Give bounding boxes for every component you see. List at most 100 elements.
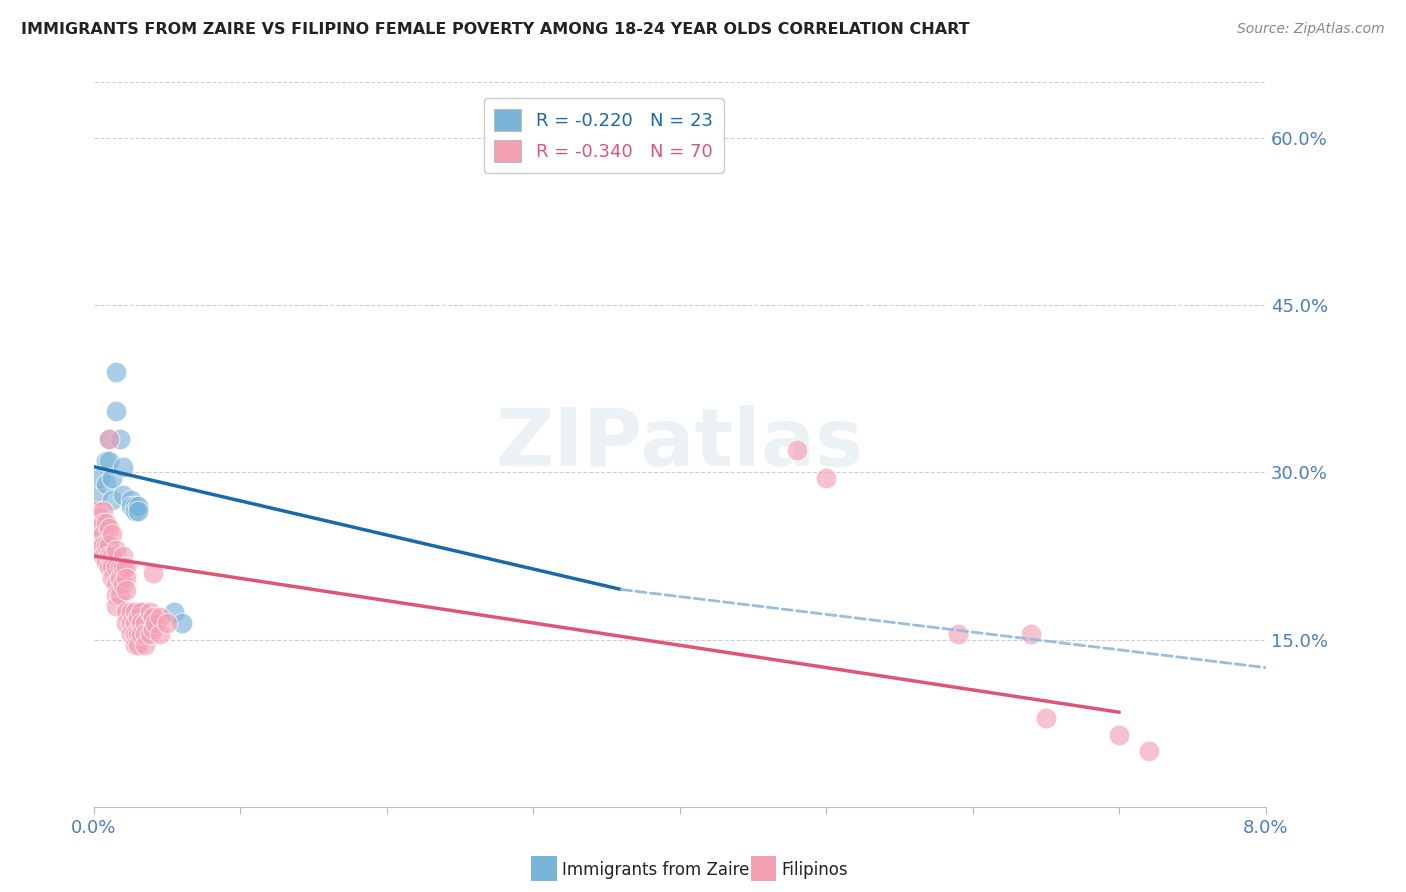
Point	[127, 638, 149, 652]
Point	[170, 615, 193, 630]
Point	[112, 577, 135, 591]
Point	[100, 571, 122, 585]
Point	[97, 454, 120, 468]
Point	[104, 365, 127, 379]
Point	[786, 443, 808, 458]
Text: Immigrants from Zaire: Immigrants from Zaire	[562, 861, 749, 879]
Point	[115, 615, 138, 630]
Point	[89, 521, 111, 535]
Point	[134, 615, 156, 630]
Text: IMMIGRANTS FROM ZAIRE VS FILIPINO FEMALE POVERTY AMONG 18-24 YEAR OLDS CORRELATI: IMMIGRANTS FROM ZAIRE VS FILIPINO FEMALE…	[21, 22, 970, 37]
Point	[124, 638, 146, 652]
Point	[104, 560, 127, 574]
Point	[86, 504, 108, 518]
Point	[127, 627, 149, 641]
Point	[110, 560, 132, 574]
Point	[120, 615, 142, 630]
Point	[91, 549, 114, 563]
Point	[124, 605, 146, 619]
Point	[115, 560, 138, 574]
Point	[134, 627, 156, 641]
Point	[610, 142, 633, 156]
Point	[115, 571, 138, 585]
Point	[134, 638, 156, 652]
Point	[94, 454, 117, 468]
Point	[138, 605, 160, 619]
Point	[120, 627, 142, 641]
Point	[94, 516, 117, 530]
Point	[86, 516, 108, 530]
Point	[1021, 627, 1043, 641]
Point	[946, 627, 969, 641]
Point	[112, 459, 135, 474]
Point	[127, 610, 149, 624]
Point	[149, 627, 172, 641]
Point	[97, 521, 120, 535]
Point	[104, 577, 127, 591]
Point	[127, 504, 149, 518]
Point	[129, 605, 152, 619]
Point	[86, 526, 108, 541]
Point	[120, 499, 142, 513]
Point	[112, 549, 135, 563]
Point	[89, 538, 111, 552]
Point	[94, 538, 117, 552]
Point	[138, 627, 160, 641]
Point	[110, 571, 132, 585]
Point	[110, 588, 132, 602]
Point	[110, 432, 132, 446]
Point	[91, 538, 114, 552]
Point	[97, 432, 120, 446]
Point	[91, 504, 114, 518]
Point	[97, 538, 120, 552]
Point	[94, 476, 117, 491]
Point	[145, 615, 167, 630]
Point	[815, 471, 838, 485]
Point	[97, 549, 120, 563]
Point	[89, 510, 111, 524]
Point	[112, 560, 135, 574]
Point	[129, 605, 152, 619]
Point	[124, 627, 146, 641]
Point	[104, 404, 127, 418]
Point	[120, 605, 142, 619]
Point	[100, 471, 122, 485]
Point	[120, 493, 142, 508]
Text: Filipinos: Filipinos	[782, 861, 848, 879]
Point	[141, 610, 163, 624]
Point	[89, 471, 111, 485]
Point	[115, 582, 138, 597]
Point	[124, 499, 146, 513]
Point	[97, 560, 120, 574]
Text: Source: ZipAtlas.com: Source: ZipAtlas.com	[1237, 22, 1385, 37]
Point	[127, 499, 149, 513]
Point	[100, 526, 122, 541]
Point	[1108, 727, 1130, 741]
Point	[129, 627, 152, 641]
Point	[104, 588, 127, 602]
Point	[1137, 744, 1160, 758]
Point	[163, 605, 186, 619]
Point	[100, 560, 122, 574]
Point	[100, 549, 122, 563]
Point	[104, 543, 127, 558]
Point	[94, 555, 117, 569]
Point	[97, 432, 120, 446]
Point	[124, 504, 146, 518]
Point	[124, 615, 146, 630]
Point	[141, 566, 163, 580]
Legend: R = -0.220   N = 23, R = -0.340   N = 70: R = -0.220 N = 23, R = -0.340 N = 70	[484, 98, 724, 173]
Point	[129, 615, 152, 630]
Point	[1035, 711, 1057, 725]
Point	[91, 516, 114, 530]
Point	[100, 493, 122, 508]
Point	[149, 610, 172, 624]
Point	[115, 605, 138, 619]
Point	[91, 526, 114, 541]
Point	[86, 488, 108, 502]
Text: ZIPatlas: ZIPatlas	[496, 406, 863, 483]
Point	[141, 622, 163, 636]
Point	[156, 615, 179, 630]
Point	[112, 488, 135, 502]
Point	[104, 599, 127, 614]
